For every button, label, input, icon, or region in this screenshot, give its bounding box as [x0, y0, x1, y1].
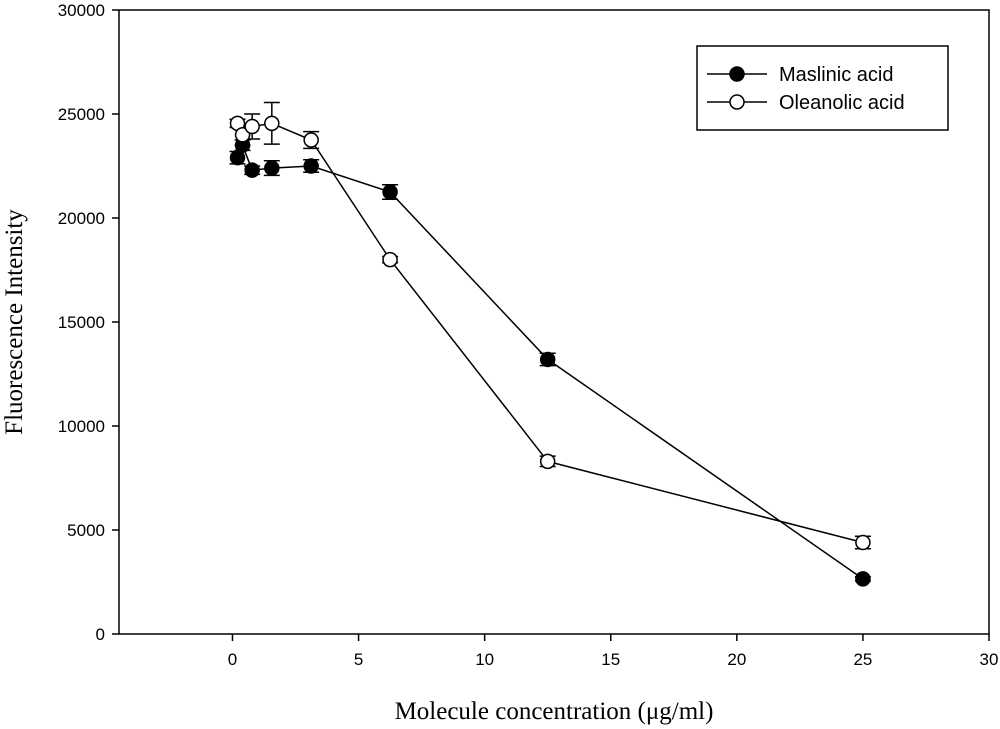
data-point — [244, 118, 260, 135]
x-tick-label: 15 — [601, 650, 620, 669]
data-point — [855, 534, 871, 551]
x-tick-label: 30 — [980, 650, 999, 669]
y-tick-label: 10000 — [58, 417, 105, 436]
data-point — [539, 453, 556, 470]
x-axis-title: Molecule concentration (μg/ml) — [395, 698, 714, 725]
x-tick-label: 0 — [228, 650, 237, 669]
x-tick-label: 25 — [853, 650, 872, 669]
data-point — [382, 184, 398, 200]
x-tick-label: 5 — [354, 650, 363, 669]
legend-box — [696, 45, 949, 131]
series-layer — [229, 101, 871, 587]
data-point — [264, 115, 280, 132]
y-axis: 0 5000 10000 15000 20000 25000 30000 — [58, 1, 119, 644]
x-tick-label: 10 — [475, 650, 494, 669]
legend: Maslinic acid Oleanolic acid — [696, 45, 949, 131]
data-point — [382, 251, 398, 268]
data-point — [539, 351, 556, 368]
series-oleanolic-acid — [229, 101, 871, 551]
data-point — [244, 162, 260, 178]
y-tick-label: 20000 — [58, 209, 105, 228]
legend-label-maslinic: Maslinic acid — [779, 64, 893, 86]
data-point — [855, 571, 871, 587]
series-line — [236, 122, 864, 544]
data-point — [303, 158, 319, 174]
y-tick-label: 25000 — [58, 105, 105, 124]
y-axis-title: Fluorescence Intensity — [1, 209, 28, 435]
legend-marker-oleanolic — [729, 94, 745, 110]
legend-marker-maslinic — [729, 66, 745, 82]
y-tick-label: 5000 — [67, 521, 105, 540]
y-tick-label: 0 — [96, 625, 105, 644]
data-point — [234, 127, 251, 143]
y-tick-label: 30000 — [58, 1, 105, 20]
legend-label-oleanolic: Oleanolic acid — [779, 92, 905, 114]
series-maslinic-acid — [229, 137, 871, 587]
y-tick-label: 15000 — [58, 313, 105, 332]
x-tick-label: 20 — [727, 650, 746, 669]
x-axis: 0 5 10 15 20 25 30 — [228, 634, 999, 669]
data-point — [264, 160, 280, 176]
data-point — [303, 132, 319, 148]
